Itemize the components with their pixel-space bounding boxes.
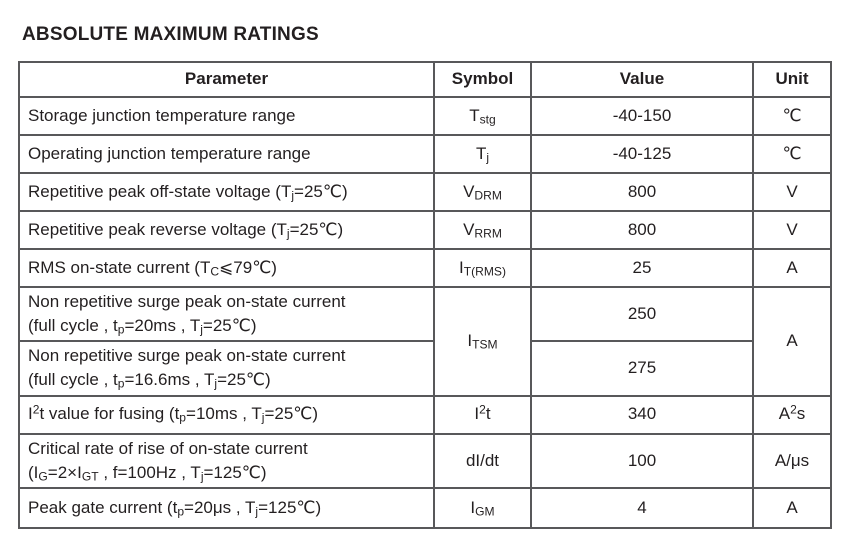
symbol-cell: dI/dt xyxy=(433,432,532,489)
param-cell: Critical rate of rise of on-state curren… xyxy=(18,432,435,489)
unit-cell: ℃ xyxy=(752,96,832,136)
unit-cell: V xyxy=(752,172,832,212)
param-cell: Storage junction temperature range xyxy=(18,96,435,136)
column-header-unit: Unit xyxy=(752,61,832,98)
symbol-cell: ITSM xyxy=(433,286,532,397)
value-cell: -40-150 xyxy=(530,96,754,136)
column-header-value: Value xyxy=(530,61,754,98)
value-cell: 250 xyxy=(530,285,754,343)
symbol-cell: IT(RMS) xyxy=(433,248,532,288)
param-cell: I2t value for fusing (tp=10ms , Tj=25℃) xyxy=(18,394,435,435)
param-cell: Non repetitive surge peak on-state curre… xyxy=(18,340,435,397)
param-cell: Non repetitive surge peak on-state curre… xyxy=(18,285,435,343)
value-cell: 800 xyxy=(530,210,754,250)
param-cell: Operating junction temperature range xyxy=(18,134,435,174)
param-cell: Peak gate current (tp=20μs , Tj=125℃) xyxy=(18,486,435,529)
table-row: Non repetitive surge peak on-state curre… xyxy=(18,340,831,397)
table-row: Storage junction temperature range Tstg … xyxy=(18,96,832,136)
table-row: Operating junction temperature range Tj … xyxy=(18,134,832,174)
value-cell: 4 xyxy=(530,486,754,529)
unit-cell: A2s xyxy=(752,394,832,435)
symbol-cell: IGM xyxy=(433,486,532,529)
symbol-cell: VDRM xyxy=(433,172,532,212)
unit-cell: ℃ xyxy=(752,134,832,174)
table-row: Critical rate of rise of on-state curren… xyxy=(18,432,832,489)
table-row: Repetitive peak off-state voltage (Tj=25… xyxy=(18,172,832,212)
table-row: RMS on-state current (TC⩽79℃) IT(RMS) 25… xyxy=(18,248,832,288)
unit-cell: A xyxy=(752,248,832,288)
unit-cell: A xyxy=(752,486,832,529)
param-cell: Repetitive peak off-state voltage (Tj=25… xyxy=(18,172,435,212)
symbol-cell: Tstg xyxy=(433,96,532,136)
symbol-cell: VRRM xyxy=(433,210,532,250)
value-cell: 800 xyxy=(530,172,754,212)
table-row: Peak gate current (tp=20μs , Tj=125℃) IG… xyxy=(18,486,832,529)
header-row: Parameter Symbol Value Unit xyxy=(18,61,832,98)
unit-cell: A xyxy=(752,286,832,397)
table-row: Repetitive peak reverse voltage (Tj=25℃)… xyxy=(18,210,832,250)
value-cell: 100 xyxy=(530,432,754,489)
param-cell: Repetitive peak reverse voltage (Tj=25℃) xyxy=(18,210,435,250)
value-cell: -40-125 xyxy=(530,134,754,174)
table-row: Non repetitive surge peak on-state curre… xyxy=(18,285,832,397)
value-cell: 25 xyxy=(530,248,754,288)
unit-cell: A/μs xyxy=(752,432,832,489)
ratings-table: Parameter Symbol Value Unit Storage junc… xyxy=(18,61,832,529)
symbol-cell: I2t xyxy=(433,394,532,435)
value-cell: 275 xyxy=(530,340,754,397)
column-header-parameter: Parameter xyxy=(18,61,435,98)
table-row: I2t value for fusing (tp=10ms , Tj=25℃) … xyxy=(18,394,832,435)
value-cell: 340 xyxy=(530,394,754,435)
column-header-symbol: Symbol xyxy=(433,61,532,98)
unit-cell: V xyxy=(752,210,832,250)
param-cell: RMS on-state current (TC⩽79℃) xyxy=(18,248,435,288)
page-title: ABSOLUTE MAXIMUM RATINGS xyxy=(22,24,319,45)
symbol-cell: Tj xyxy=(433,134,532,174)
